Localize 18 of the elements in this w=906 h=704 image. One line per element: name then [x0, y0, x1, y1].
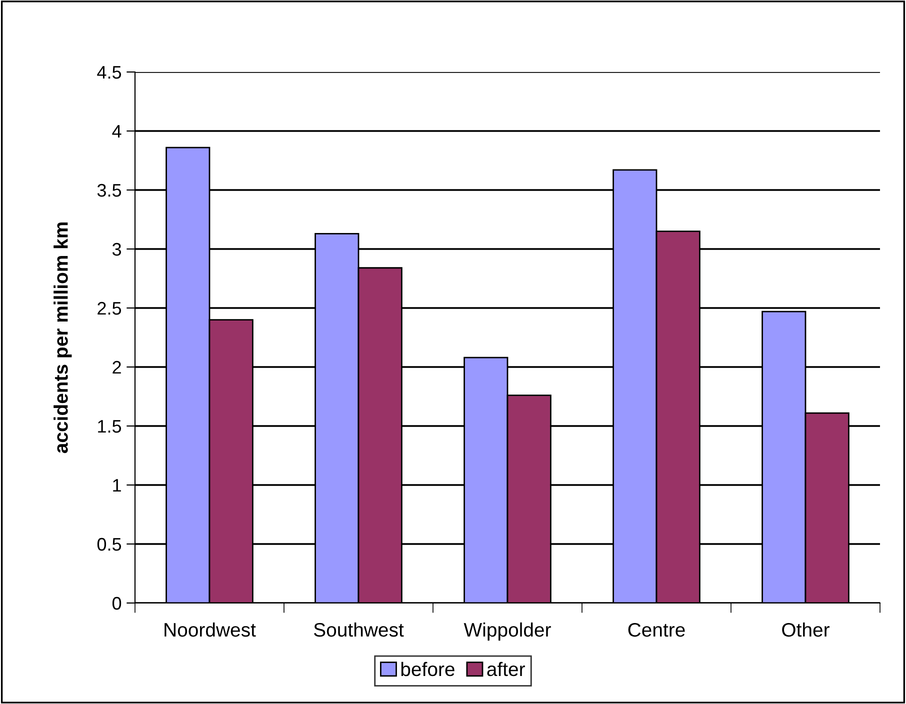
y-tick-label: 3.5: [97, 184, 122, 197]
y-tick-label: 0: [112, 596, 122, 610]
y-axis-title: accidents per milliom km: [54, 222, 72, 454]
y-tick-label: 4: [112, 125, 122, 138]
x-tick-label: Southwest: [314, 622, 404, 637]
y-tick-label: 4.5: [97, 66, 122, 79]
x-tick-label: Centre: [628, 622, 685, 637]
x-tick-label: Wippolder: [464, 622, 551, 641]
y-tick-label: 1: [113, 479, 121, 492]
y-tick-label: 0.5: [97, 538, 122, 551]
y-tick-label: 2: [112, 360, 121, 374]
x-tick-label: Noordwest: [164, 622, 256, 637]
y-tick-label: 3: [112, 242, 122, 256]
y-tick-label: 2.5: [98, 302, 122, 315]
y-tick-label: 1.5: [98, 420, 122, 433]
x-tick-label: Other: [782, 622, 830, 637]
legend-label: after: [487, 662, 525, 676]
legend-label: before: [401, 662, 454, 676]
